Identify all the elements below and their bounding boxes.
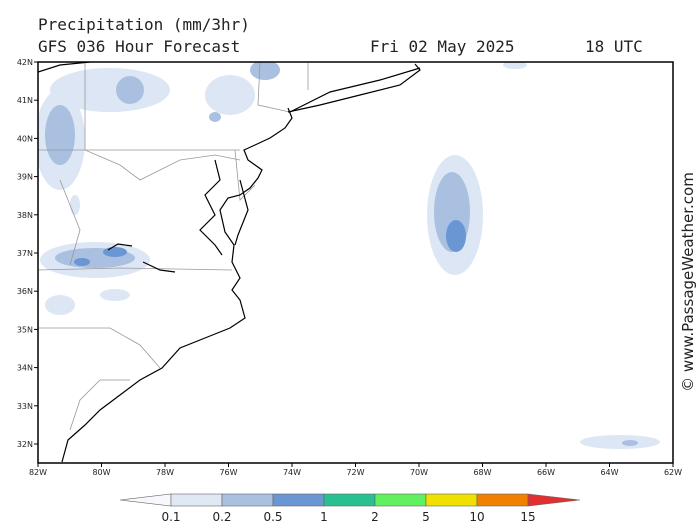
lat-label: 40N <box>17 134 33 143</box>
lon-label: 68W <box>473 468 491 477</box>
lat-label: 36N <box>17 287 33 296</box>
colorbar-label: 0.1 <box>161 510 180 524</box>
colorbar-label: 10 <box>469 510 484 524</box>
lon-label: 72W <box>346 468 364 477</box>
lon-label: 78W <box>156 468 174 477</box>
title: Precipitation (mm/3hr) <box>38 15 250 34</box>
valid-time: 18 UTC <box>585 37 643 56</box>
lat-label: 38N <box>17 211 33 220</box>
valid-date: Fri 02 May 2025 <box>370 37 515 56</box>
lon-label: 80W <box>92 468 110 477</box>
colorbar-label: 5 <box>422 510 430 524</box>
lon-label: 64W <box>600 468 618 477</box>
lat-label: 34N <box>17 364 33 373</box>
lat-label: 42N <box>17 58 33 67</box>
lat-label: 32N <box>17 440 33 449</box>
precip <box>38 62 660 449</box>
lon-label: 82W <box>29 468 47 477</box>
colorbar-label: 0.5 <box>263 510 282 524</box>
lon-label: 74W <box>283 468 301 477</box>
colorbar-label: 15 <box>520 510 535 524</box>
lat-label: 41N <box>17 96 33 105</box>
colorbar-label: 0.2 <box>212 510 231 524</box>
lon-label: 62W <box>664 468 682 477</box>
lat-label: 39N <box>17 173 33 182</box>
lat-label: 37N <box>17 249 33 258</box>
map: 42N 41N 40N 39N 38N 37N 36N 35N 34N 33N 32N 82W 80W 7… <box>17 58 682 477</box>
coastline <box>38 62 421 463</box>
colorbar-label: 2 <box>371 510 379 524</box>
lon-label: 76W <box>219 468 237 477</box>
lon-label: 66W <box>537 468 555 477</box>
subtitle: GFS 036 Hour Forecast <box>38 37 240 56</box>
colorbar: 0.1 0.2 0.5 1 2 5 10 15 <box>119 493 581 524</box>
lat-label: 33N <box>17 402 33 411</box>
colorbar-label: 1 <box>320 510 328 524</box>
lat-label: 35N <box>17 325 33 334</box>
state-borders <box>38 62 309 431</box>
lon-label: 70W <box>410 468 428 477</box>
watermark: © www.PassageWeather.com <box>679 172 697 392</box>
